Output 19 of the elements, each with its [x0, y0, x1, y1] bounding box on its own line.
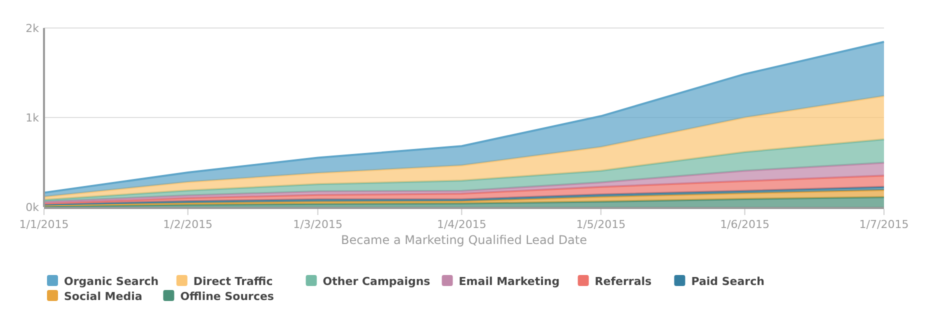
legend-label: Other Campaigns: [322, 274, 431, 288]
legend-label: Email Marketing: [458, 274, 560, 288]
x-tick-label: 1/7/2015: [859, 218, 909, 231]
legend-label: Referrals: [594, 274, 652, 288]
y-tick-label: 0k: [26, 200, 40, 214]
legend-label: Direct Traffic: [193, 274, 273, 288]
x-tick-label: 1/4/2015: [436, 218, 486, 231]
y-tick-label: 1k: [26, 111, 40, 124]
x-tick-label: 1/6/2015: [720, 218, 770, 231]
legend-label: Organic Search: [64, 274, 159, 288]
legend-label: Social Media: [64, 290, 142, 303]
x-axis-title: Became a Marketing Qualified Lead Date: [340, 233, 588, 247]
x-tick-label: 1/1/2015: [19, 218, 69, 231]
y-tick-label: 2k: [26, 22, 40, 35]
legend-label: Offline Sources: [180, 290, 274, 303]
x-tick-label: 1/2/2015: [163, 218, 213, 231]
legend-label: Paid Search: [691, 274, 764, 288]
x-tick-label: 1/3/2015: [293, 218, 343, 231]
x-tick-label: 1/5/2015: [576, 218, 626, 231]
